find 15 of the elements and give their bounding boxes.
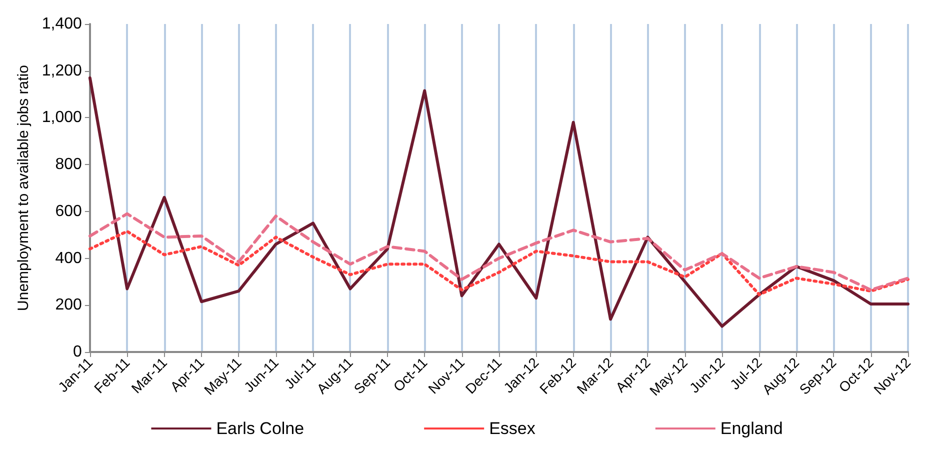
legend-label: Essex [489, 419, 536, 438]
legend-label: England [720, 419, 783, 438]
y-tick-label: 600 [55, 202, 82, 220]
legend-label: Earls Colne [216, 419, 304, 438]
line-series [88, 230, 910, 296]
line-series [88, 76, 910, 328]
y-tick-label: 800 [55, 156, 82, 174]
y-tick-label: 1,400 [42, 16, 82, 32]
y-axis-title: Unemployment to available jobs ratio [15, 65, 32, 311]
y-tick-label: 400 [55, 250, 82, 267]
y-tick-label: 1,000 [42, 109, 82, 126]
y-tick-label: 1,200 [42, 62, 82, 80]
y-tick-label: 0 [73, 344, 82, 360]
y-tick-label: 200 [55, 296, 82, 314]
line-series [88, 212, 910, 292]
